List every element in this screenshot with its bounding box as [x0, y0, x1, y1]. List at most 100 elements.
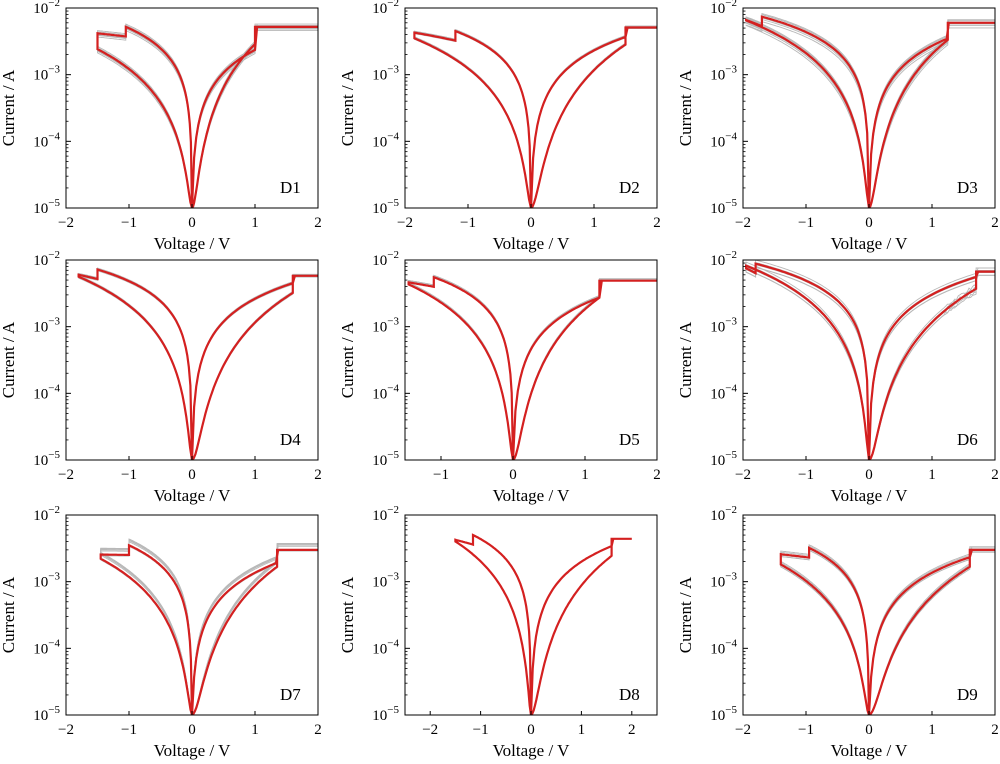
- y-tick-label: 10−2: [372, 0, 399, 17]
- gray-cycle-curve: [745, 260, 995, 460]
- x-tick-label: 2: [628, 722, 636, 738]
- x-tick-label: −2: [735, 215, 751, 231]
- gray-cycle-curve: [97, 29, 318, 208]
- y-tick-label: 10−4: [33, 637, 60, 657]
- y-tick-label: 10−2: [710, 0, 737, 17]
- y-tick-label: 10−3: [372, 316, 399, 336]
- x-tick-label: 0: [527, 215, 535, 231]
- red-cycle-curve: [407, 275, 657, 460]
- x-tick-label: −1: [121, 215, 137, 231]
- y-tick-label: 10−4: [710, 130, 737, 150]
- gray-cycle-curve: [745, 18, 995, 208]
- curves-d4: [77, 267, 318, 460]
- y-tick-label: 10−3: [33, 64, 60, 84]
- panel-label: D3: [957, 178, 978, 197]
- y-tick-label: 10−3: [710, 571, 737, 591]
- subplot-d8: −2 −1 0 1 2 10−2 10−3 10−4 10−5 Voltage / V Curren…: [338, 504, 658, 760]
- gray-cycle-curve: [100, 538, 318, 715]
- panel-label: D4: [280, 430, 301, 449]
- x-tick-label: −2: [58, 467, 74, 483]
- panel-label: D9: [957, 685, 978, 704]
- x-tick-label: 2: [653, 467, 661, 483]
- y-tick-label: 10−4: [33, 382, 60, 402]
- subplot-d9: −2 −1 0 1 2 10−2 10−3 10−4 10−5 Voltage / V Curren…: [676, 504, 999, 760]
- y-axis-label: Current / A: [0, 69, 18, 146]
- x-tick-label: −2: [58, 722, 74, 738]
- y-axis-label: Current / A: [676, 321, 695, 398]
- x-axis-label: Voltage / V: [154, 486, 232, 505]
- y-tick-label: 10−4: [710, 382, 737, 402]
- x-tick-label: −1: [121, 722, 137, 738]
- subplot-d5: −1 0 1 2 10−2 10−3 10−4 10−5 Voltage / V Current …: [338, 249, 661, 505]
- y-tick-label: 10−3: [33, 571, 60, 591]
- x-tick-label: 1: [590, 215, 598, 231]
- curves-d8: [454, 533, 632, 715]
- x-tick-label: 1: [251, 215, 259, 231]
- subplot-d6: −2 −1 0 1 2 10−2 10−3 10−4 10−5 Voltage / V Curren…: [676, 249, 999, 505]
- subplot-d7: −2 −1 0 1 2 10−2 10−3 10−4 10−5 Voltage / V Curren…: [0, 504, 322, 760]
- red-cycle-curve: [745, 15, 995, 208]
- x-tick-label: 0: [865, 722, 873, 738]
- y-tick-label: 10−5: [710, 704, 737, 724]
- x-tick-label: 2: [314, 215, 322, 231]
- x-axis-label: Voltage / V: [154, 234, 232, 253]
- x-tick-label: 2: [653, 215, 661, 231]
- x-axis-label: Voltage / V: [831, 234, 909, 253]
- y-tick-label: 10−5: [33, 197, 60, 217]
- x-tick-label: −1: [473, 722, 489, 738]
- x-tick-label: 0: [509, 467, 517, 483]
- y-tick-label: 10−2: [372, 249, 399, 269]
- x-tick-label: −2: [735, 467, 751, 483]
- x-tick-label: 1: [251, 722, 259, 738]
- x-tick-label: 1: [578, 722, 586, 738]
- y-axis-label: Current / A: [676, 576, 695, 653]
- y-tick-label: 10−5: [372, 197, 399, 217]
- y-tick-label: 10−4: [372, 130, 399, 150]
- x-tick-label: −1: [798, 722, 814, 738]
- curves-d5: [407, 274, 657, 460]
- curves-d3: [745, 13, 995, 208]
- red-cycle-curve: [96, 25, 318, 208]
- x-tick-label: −1: [798, 215, 814, 231]
- y-tick-label: 10−5: [372, 704, 399, 724]
- x-tick-label: 2: [314, 722, 322, 738]
- x-tick-label: 1: [581, 467, 589, 483]
- y-tick-label: 10−4: [33, 130, 60, 150]
- y-axis-label: Current / A: [338, 69, 357, 146]
- y-axis-label: Current / A: [338, 576, 357, 653]
- subplot-d1: −2 −1 0 1 2 10−2 10−3 10−4 10−5 Voltage / V Curren…: [0, 0, 322, 253]
- x-tick-label: 0: [188, 467, 196, 483]
- x-tick-label: 2: [991, 722, 999, 738]
- y-tick-label: 10−2: [33, 504, 60, 524]
- y-axis-label: Current / A: [0, 576, 18, 653]
- red-cycle-curve: [99, 543, 318, 715]
- y-tick-label: 10−2: [33, 0, 60, 17]
- y-axis-label: Current / A: [676, 69, 695, 146]
- x-tick-label: −2: [735, 722, 751, 738]
- red-cycle-curve: [454, 533, 632, 715]
- y-tick-label: 10−3: [710, 64, 737, 84]
- y-tick-label: 10−3: [33, 316, 60, 336]
- subplot-d3: −2 −1 0 1 2 10−2 10−3 10−4 10−5 Voltage / V Curren…: [676, 0, 999, 253]
- y-tick-label: 10−4: [372, 382, 399, 402]
- x-tick-label: −2: [397, 215, 413, 231]
- y-tick-label: 10−3: [710, 316, 737, 336]
- x-tick-label: 1: [928, 722, 936, 738]
- panel-label: D5: [619, 430, 640, 449]
- gray-cycle-curve: [745, 21, 995, 208]
- subplot-d2: −2 −1 0 1 2 10−2 10−3 10−4 10−5 Voltage / V Curren…: [338, 0, 661, 253]
- curves-d2: [413, 25, 657, 208]
- panel-label: D1: [280, 178, 301, 197]
- gray-cycle-curve: [745, 13, 995, 208]
- y-tick-label: 10−2: [372, 504, 399, 524]
- x-tick-label: −1: [460, 215, 476, 231]
- y-tick-label: 10−2: [710, 249, 737, 269]
- y-tick-label: 10−2: [33, 249, 60, 269]
- curves-d7: [99, 538, 318, 715]
- x-tick-label: −1: [433, 467, 449, 483]
- x-tick-label: 1: [928, 215, 936, 231]
- x-tick-label: −1: [121, 467, 137, 483]
- x-tick-label: 0: [188, 215, 196, 231]
- y-tick-label: 10−3: [372, 64, 399, 84]
- gray-cycle-curve: [100, 541, 318, 715]
